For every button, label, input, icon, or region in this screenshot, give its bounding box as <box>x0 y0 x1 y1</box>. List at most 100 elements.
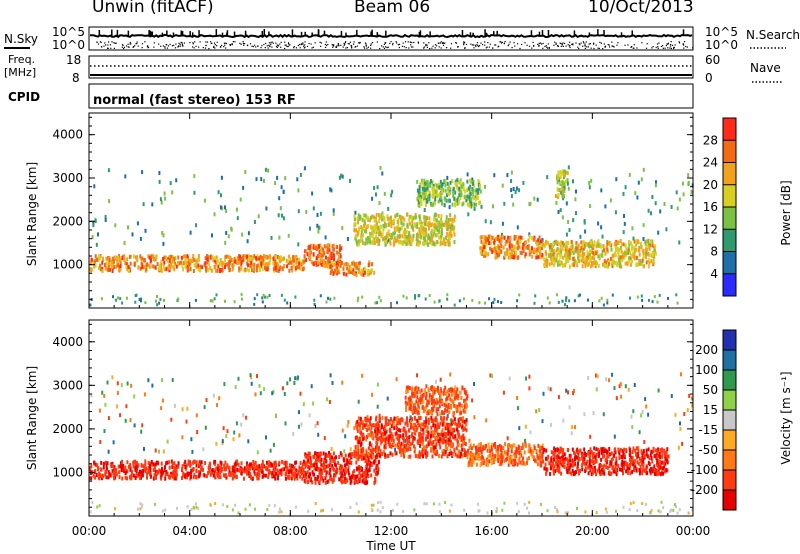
scatter-point <box>316 475 319 480</box>
scatter-point <box>466 179 469 184</box>
scatter-point <box>432 186 435 191</box>
scatter-point <box>489 246 492 251</box>
scatter-point <box>340 477 343 482</box>
scatter-point <box>647 242 650 247</box>
scatter-point <box>329 256 332 261</box>
nsearch-point <box>555 42 557 44</box>
scatter-point <box>448 185 451 190</box>
scatter-point <box>428 220 431 225</box>
scatter-point <box>438 192 441 197</box>
scatter-point <box>161 398 164 403</box>
scatter-point <box>321 246 323 251</box>
scatter-point <box>378 213 380 218</box>
scatter-point <box>583 220 586 225</box>
colorbar-tick-label: 28 <box>703 133 718 147</box>
scatter-point <box>462 416 464 421</box>
nsearch-point <box>189 42 191 44</box>
scatter-point <box>331 479 334 484</box>
scatter-point <box>208 461 211 466</box>
scatter-point <box>568 228 571 232</box>
scatter-point <box>607 259 610 264</box>
scatter-point <box>389 215 392 220</box>
scatter-point <box>294 376 297 381</box>
nsearch-point <box>365 43 367 45</box>
scatter-point <box>159 469 162 474</box>
scatter-point <box>533 196 536 201</box>
scatter-point <box>475 202 477 207</box>
scatter-point <box>142 202 145 207</box>
scatter-point <box>502 245 505 250</box>
scatter-point <box>317 454 320 459</box>
scatter-point <box>563 242 566 247</box>
scatter-point <box>478 180 481 185</box>
scatter-point <box>372 238 375 243</box>
scatter-point <box>195 265 198 270</box>
scatter-point <box>230 471 233 476</box>
scatter-point <box>611 258 614 263</box>
scatter-point <box>453 196 456 201</box>
scatter-point <box>299 173 302 177</box>
scatter-point <box>343 449 346 454</box>
scatter-point <box>401 418 404 423</box>
scatter-point <box>479 189 482 194</box>
nsearch-point <box>658 42 660 44</box>
scatter-point <box>111 463 114 468</box>
scatter-point <box>190 474 192 479</box>
scatter-point <box>224 473 227 478</box>
scatter-point <box>124 467 127 472</box>
scatter-point <box>186 261 188 265</box>
colorbar-tick-label: 12 <box>703 222 718 236</box>
scatter-point <box>424 451 427 456</box>
scatter-point <box>553 256 556 261</box>
nsearch-point <box>205 41 207 43</box>
scatter-point <box>558 249 561 254</box>
scatter-point <box>561 190 564 195</box>
scatter-point <box>530 236 533 241</box>
scatter-point <box>270 462 273 467</box>
scatter-point <box>171 378 174 382</box>
nsearch-point <box>560 42 562 45</box>
scatter-point <box>410 423 413 427</box>
scatter-point <box>484 236 487 241</box>
scatter-point <box>480 235 483 240</box>
scatter-point <box>330 256 333 260</box>
scatter-point <box>220 175 223 180</box>
scatter-point <box>400 453 403 457</box>
scatter-point <box>340 465 343 470</box>
scatter-point <box>169 473 172 478</box>
scatter-point <box>105 261 108 266</box>
scatter-point <box>283 256 285 261</box>
scatter-point <box>431 385 434 390</box>
scatter-point <box>216 268 219 273</box>
scatter-point <box>329 459 332 464</box>
scatter-point <box>248 503 251 507</box>
scatter-point <box>431 180 434 185</box>
nsearch-point <box>205 45 207 47</box>
nsearch-point <box>192 46 194 48</box>
scatter-point <box>238 260 241 265</box>
scatter-point <box>156 295 158 298</box>
scatter-point <box>94 263 97 268</box>
scatter-point <box>121 465 124 470</box>
scatter-point <box>261 474 264 479</box>
scatter-point <box>629 296 631 300</box>
scatter-point <box>304 461 306 466</box>
scatter-point <box>515 186 518 191</box>
scatter-point <box>332 253 335 258</box>
scatter-point <box>289 463 291 468</box>
scatter-point <box>181 407 184 412</box>
scatter-point <box>286 259 289 264</box>
scatter-point <box>243 469 246 474</box>
scatter-point <box>136 255 139 260</box>
freq-left-tick-top: 18 <box>66 53 81 67</box>
scatter-point <box>595 244 598 249</box>
scatter-point <box>189 263 192 268</box>
scatter-point <box>398 234 401 239</box>
scatter-point <box>249 373 252 378</box>
scatter-point <box>327 243 330 248</box>
scatter-point <box>414 446 417 451</box>
scatter-point <box>107 470 110 475</box>
scatter-point <box>576 507 578 510</box>
scatter-point <box>291 474 294 479</box>
